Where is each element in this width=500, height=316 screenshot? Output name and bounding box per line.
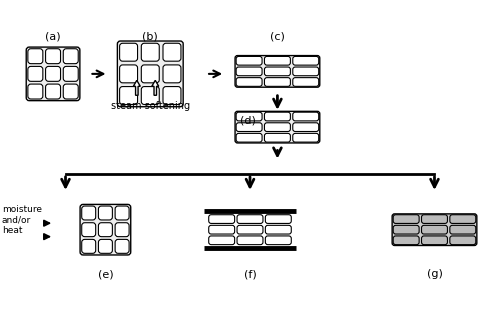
FancyBboxPatch shape xyxy=(293,112,318,121)
FancyBboxPatch shape xyxy=(293,57,318,65)
FancyBboxPatch shape xyxy=(235,111,320,143)
FancyBboxPatch shape xyxy=(293,133,318,142)
Text: (b): (b) xyxy=(142,32,158,41)
FancyBboxPatch shape xyxy=(236,67,262,76)
FancyBboxPatch shape xyxy=(264,123,290,131)
FancyBboxPatch shape xyxy=(422,236,448,245)
FancyBboxPatch shape xyxy=(82,240,96,253)
FancyBboxPatch shape xyxy=(98,223,112,237)
FancyBboxPatch shape xyxy=(208,236,234,245)
FancyBboxPatch shape xyxy=(26,47,80,101)
Text: (c): (c) xyxy=(270,32,285,41)
FancyBboxPatch shape xyxy=(293,78,318,86)
FancyBboxPatch shape xyxy=(28,66,43,81)
FancyBboxPatch shape xyxy=(264,133,290,142)
FancyBboxPatch shape xyxy=(293,67,318,76)
FancyBboxPatch shape xyxy=(115,240,129,253)
FancyBboxPatch shape xyxy=(120,43,138,61)
FancyBboxPatch shape xyxy=(82,206,96,220)
Text: moisture
and/or
heat: moisture and/or heat xyxy=(2,205,42,234)
FancyBboxPatch shape xyxy=(142,65,160,83)
FancyBboxPatch shape xyxy=(208,225,234,234)
FancyBboxPatch shape xyxy=(235,56,320,87)
FancyBboxPatch shape xyxy=(264,112,290,121)
FancyBboxPatch shape xyxy=(392,214,477,246)
FancyBboxPatch shape xyxy=(393,225,419,234)
Text: (a): (a) xyxy=(45,32,61,41)
FancyBboxPatch shape xyxy=(64,84,78,99)
Text: steam softening: steam softening xyxy=(110,101,190,111)
FancyBboxPatch shape xyxy=(264,67,290,76)
FancyBboxPatch shape xyxy=(142,87,160,105)
FancyBboxPatch shape xyxy=(46,49,60,64)
FancyBboxPatch shape xyxy=(80,204,130,255)
FancyBboxPatch shape xyxy=(450,225,476,234)
FancyBboxPatch shape xyxy=(98,206,112,220)
FancyBboxPatch shape xyxy=(163,87,181,105)
FancyBboxPatch shape xyxy=(237,215,263,223)
Text: (f): (f) xyxy=(244,270,256,279)
FancyBboxPatch shape xyxy=(120,87,138,105)
FancyBboxPatch shape xyxy=(98,240,112,253)
FancyBboxPatch shape xyxy=(118,41,183,107)
FancyBboxPatch shape xyxy=(115,223,129,237)
Polygon shape xyxy=(134,80,140,95)
FancyBboxPatch shape xyxy=(120,65,138,83)
FancyBboxPatch shape xyxy=(28,49,43,64)
FancyBboxPatch shape xyxy=(236,123,262,131)
FancyBboxPatch shape xyxy=(208,215,234,223)
FancyBboxPatch shape xyxy=(237,225,263,234)
FancyBboxPatch shape xyxy=(236,112,262,121)
FancyBboxPatch shape xyxy=(264,78,290,86)
Text: (d): (d) xyxy=(240,115,256,125)
FancyBboxPatch shape xyxy=(236,78,262,86)
FancyBboxPatch shape xyxy=(163,65,181,83)
FancyBboxPatch shape xyxy=(450,236,476,245)
Polygon shape xyxy=(152,80,159,95)
FancyBboxPatch shape xyxy=(266,236,291,245)
FancyBboxPatch shape xyxy=(142,43,160,61)
FancyBboxPatch shape xyxy=(264,57,290,65)
FancyBboxPatch shape xyxy=(82,223,96,237)
Text: (g): (g) xyxy=(426,270,442,279)
FancyBboxPatch shape xyxy=(393,236,419,245)
FancyBboxPatch shape xyxy=(46,84,60,99)
FancyBboxPatch shape xyxy=(115,206,129,220)
Text: (e): (e) xyxy=(98,270,113,279)
FancyBboxPatch shape xyxy=(266,225,291,234)
FancyBboxPatch shape xyxy=(28,84,43,99)
FancyBboxPatch shape xyxy=(46,66,60,81)
FancyBboxPatch shape xyxy=(422,225,448,234)
FancyBboxPatch shape xyxy=(393,215,419,223)
FancyBboxPatch shape xyxy=(64,66,78,81)
FancyBboxPatch shape xyxy=(163,43,181,61)
FancyBboxPatch shape xyxy=(236,57,262,65)
FancyBboxPatch shape xyxy=(293,123,318,131)
FancyBboxPatch shape xyxy=(450,215,476,223)
FancyBboxPatch shape xyxy=(237,236,263,245)
FancyBboxPatch shape xyxy=(266,215,291,223)
FancyBboxPatch shape xyxy=(422,215,448,223)
FancyBboxPatch shape xyxy=(236,133,262,142)
FancyBboxPatch shape xyxy=(64,49,78,64)
